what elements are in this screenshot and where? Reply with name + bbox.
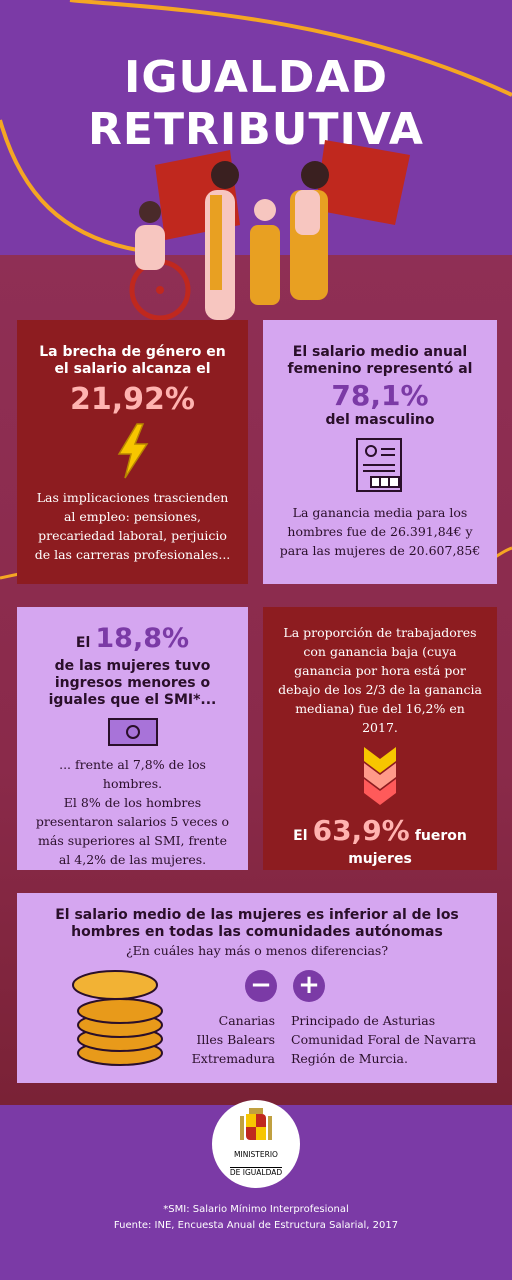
smi-stat-line: El 18,8% — [31, 623, 234, 658]
low-wage-stat-line-2: mujeres — [348, 851, 412, 867]
regions-question: ¿En cuáles hay más o menos diferencias? — [125, 943, 389, 958]
plus-regions-list: Principado de Asturias Comunidad Foral d… — [291, 1011, 491, 1068]
gender-gap-card: La brecha de género en el salario alcanz… — [17, 320, 248, 584]
smi-text-1: ... frente al 7,8% de los hombres. — [59, 757, 206, 791]
coins-icon — [72, 970, 163, 1066]
smi-stat: 18,8% — [95, 623, 190, 654]
low-wage-text: La proporción de trabajadores con gananc… — [278, 625, 482, 735]
smi-text-2: El 8% de los hombres presentaron salario… — [35, 795, 230, 867]
plus-region: Comunidad Foral de Navarra — [291, 1032, 477, 1047]
minus-region: Illes Balears — [196, 1032, 275, 1047]
minus-region: Canarias — [218, 1013, 275, 1028]
average-salary-card: El salario medio anual femenino represen… — [263, 320, 497, 584]
regions-heading: El salario medio de las mujeres es infer… — [55, 907, 459, 940]
women-protest-illustration — [129, 140, 410, 321]
minus-region: Extremadura — [191, 1051, 275, 1066]
footer-source: Fuente: INE, Encuesta Anual de Estructur… — [113, 1220, 399, 1231]
low-wage-stat-line: El 63,9% fueron — [277, 815, 483, 851]
ministry-logo-line-1: MINISTERIO — [234, 1150, 278, 1159]
low-wage-stat: 63,9% — [312, 814, 410, 847]
minus-regions-list: Canarias Illes Balears Extremadura — [167, 1011, 275, 1068]
average-salary-stat: 78,1% — [331, 379, 429, 412]
smi-stat-prefix: El — [75, 635, 91, 651]
document-icon — [356, 438, 402, 492]
ministry-logo: MINISTERIO DE IGUALDAD — [212, 1100, 300, 1188]
plus-icon: + — [293, 970, 325, 1002]
low-wage-stat-prefix: El — [293, 828, 308, 844]
smi-card: El 18,8% de las mujeres tuvo ingresos me… — [17, 607, 248, 870]
plus-region: Principado de Asturias — [291, 1013, 436, 1028]
lightning-icon — [117, 423, 148, 479]
average-salary-text: La ganancia media para los hombres fue d… — [279, 505, 481, 558]
average-salary-subheading: del masculino — [325, 412, 435, 428]
average-salary-heading: El salario medio anual femenino represen… — [287, 344, 473, 377]
gender-gap-heading: La brecha de género en el salario alcanz… — [39, 344, 226, 377]
gender-gap-stat: 21,92% — [70, 382, 195, 417]
minus-icon: − — [245, 970, 277, 1002]
low-wage-stat-suffix: fueron — [414, 828, 467, 844]
gender-gap-text: Las implicaciones trascienden al empleo:… — [34, 490, 231, 562]
regions-card: El salario medio de las mujeres es infer… — [17, 893, 497, 1083]
title-line-1: IGUALDAD — [123, 52, 389, 103]
footer-note: *SMI: Salario Mínimo Interprofesional — [163, 1204, 349, 1215]
ministry-logo-line-2: DE IGUALDAD — [229, 1167, 283, 1177]
chevrons-down-icon — [364, 747, 396, 805]
low-wage-card: La proporción de trabajadores con gananc… — [263, 607, 497, 870]
plus-region: Región de Murcia. — [291, 1051, 408, 1066]
coat-of-arms-icon — [240, 1108, 272, 1140]
smi-heading: de las mujeres tuvo ingresos menores o i… — [48, 658, 217, 708]
banknote-icon — [107, 718, 158, 746]
title-line-2: RETRIBUTIVA — [88, 104, 424, 155]
